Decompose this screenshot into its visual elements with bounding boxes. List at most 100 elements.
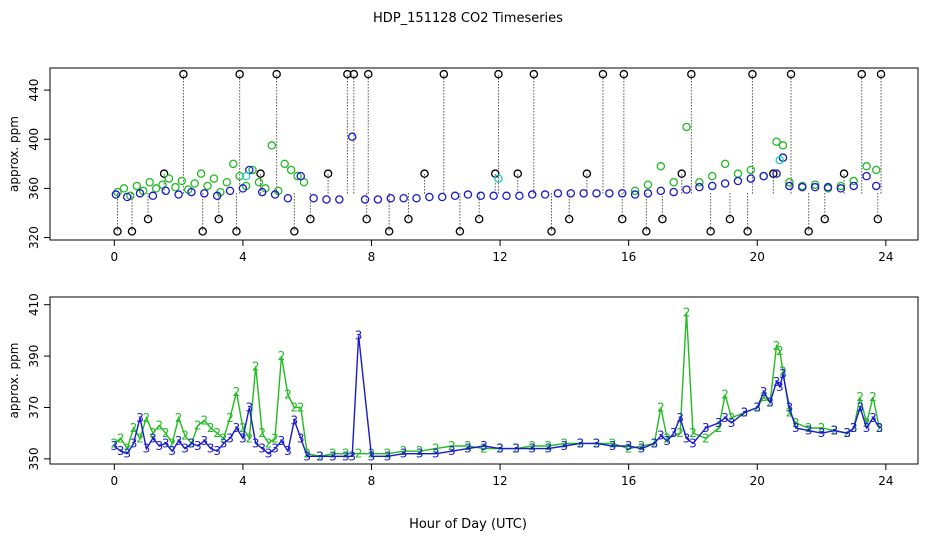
top-panel: 0 4 8 12 16 20 24 320 360 400 440 approx. ppm xyxy=(7,67,919,264)
data-point-label: 2 xyxy=(162,426,170,440)
data-point xyxy=(212,191,222,201)
data-point xyxy=(349,69,359,79)
data-point xyxy=(871,181,881,191)
data-point-label: 2 xyxy=(400,444,408,458)
data-point xyxy=(450,191,460,201)
data-point-label: 2 xyxy=(856,390,864,404)
data-point xyxy=(695,182,704,192)
data-point-label: 3 xyxy=(869,411,877,425)
data-point xyxy=(706,227,715,236)
data-point xyxy=(455,227,465,236)
data-point-label: 3 xyxy=(670,426,678,440)
data-point-label: 3 xyxy=(130,436,138,450)
data-point-label: 3 xyxy=(657,429,665,443)
data-point-label: 2 xyxy=(213,426,221,440)
data-point xyxy=(598,69,608,79)
data-point-label: 2 xyxy=(818,421,826,435)
data-point xyxy=(476,191,486,201)
top-y-axis-label: approx. ppm xyxy=(7,116,21,192)
data-point-label: 3 xyxy=(638,442,646,456)
top-series-cyan xyxy=(241,155,785,183)
data-point-label: 3 xyxy=(856,400,864,414)
data-point-label: 2 xyxy=(863,416,871,430)
data-point-label: 2 xyxy=(291,400,299,414)
data-point xyxy=(190,179,199,188)
data-point-label: 3 xyxy=(728,416,736,430)
data-point xyxy=(209,174,219,183)
data-point-label: 2 xyxy=(284,388,292,402)
data-point-label: 2 xyxy=(721,388,729,402)
data-point-label: 2 xyxy=(464,439,472,453)
data-point-label: 2 xyxy=(760,390,768,404)
data-point xyxy=(553,189,563,198)
data-point xyxy=(127,227,137,236)
data-point-label: 2 xyxy=(683,305,691,319)
top-x-tick-label: 0 xyxy=(110,250,118,264)
data-point-label: 2 xyxy=(168,436,176,450)
data-point xyxy=(177,176,187,186)
data-point-label: 3 xyxy=(663,434,671,448)
data-point xyxy=(270,190,280,199)
top-series-blue xyxy=(111,132,881,204)
data-point-label: 3 xyxy=(480,439,488,453)
data-point xyxy=(225,186,235,196)
data-point xyxy=(164,174,174,183)
data-point xyxy=(566,189,576,198)
data-point-label: 3 xyxy=(143,442,151,456)
data-point-label: 2 xyxy=(728,411,736,425)
data-point-label: 2 xyxy=(689,426,697,440)
data-point xyxy=(669,178,678,187)
data-point xyxy=(420,169,429,178)
data-point-label: 3 xyxy=(776,380,784,394)
data-point-label: 3 xyxy=(162,436,170,450)
data-point-label: 3 xyxy=(721,411,729,425)
data-point xyxy=(179,69,188,79)
data-point xyxy=(254,178,264,187)
data-point-label: 3 xyxy=(297,431,305,445)
data-point xyxy=(148,191,158,201)
bottom-y-tick-label: 350 xyxy=(27,447,41,470)
data-point xyxy=(810,182,820,192)
data-point-label: 3 xyxy=(577,436,585,450)
top-y-tick-label: 320 xyxy=(27,226,41,249)
data-point xyxy=(785,178,794,187)
bottom-y-axis-label: approx. ppm xyxy=(7,343,21,419)
top-series-black xyxy=(113,69,886,236)
top-x-tick-label: 20 xyxy=(750,250,765,264)
data-point xyxy=(437,192,447,202)
data-point xyxy=(746,165,756,175)
data-point-label: 2 xyxy=(869,390,877,404)
top-plot-frame xyxy=(49,67,919,241)
top-x-tick-label: 24 xyxy=(878,250,893,264)
data-point xyxy=(592,189,601,198)
data-point-label: 2 xyxy=(303,447,311,461)
data-point-label: 3 xyxy=(384,449,392,463)
data-point xyxy=(161,186,170,196)
data-point-label: 2 xyxy=(384,447,392,461)
data-point-label: 2 xyxy=(245,431,253,445)
data-point xyxy=(798,182,807,192)
data-point-label: 2 xyxy=(271,431,279,445)
data-point-label: 2 xyxy=(544,439,552,453)
data-point xyxy=(309,193,318,203)
data-point xyxy=(343,69,352,79)
data-point xyxy=(820,214,830,224)
data-point xyxy=(386,193,396,203)
data-point-label: 3 xyxy=(194,439,202,453)
data-point xyxy=(630,190,640,199)
data-point-label: 3 xyxy=(779,367,787,381)
series-line xyxy=(113,312,881,458)
data-point-label: 3 xyxy=(368,449,376,463)
data-point-label: 3 xyxy=(168,444,176,458)
data-point xyxy=(235,171,244,181)
data-point-label: 2 xyxy=(136,431,144,445)
data-point xyxy=(658,214,667,224)
data-point xyxy=(669,187,678,197)
data-point-label: 3 xyxy=(117,444,125,458)
data-point xyxy=(232,227,241,236)
data-point-label: 2 xyxy=(528,439,536,453)
data-point-label: 3 xyxy=(239,431,247,445)
data-point-label: 2 xyxy=(181,429,189,443)
